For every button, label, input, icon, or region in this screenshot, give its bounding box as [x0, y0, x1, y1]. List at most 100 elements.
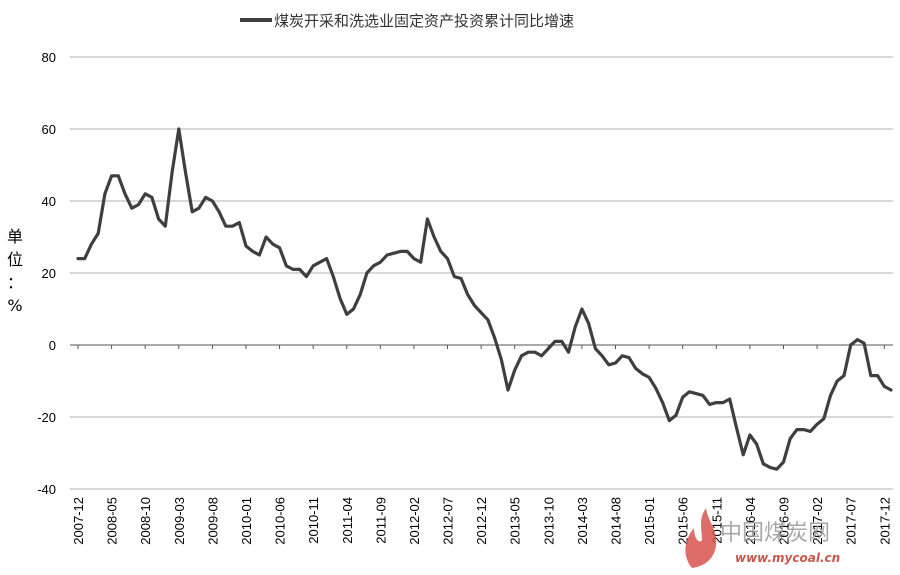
data-point: [278, 246, 281, 249]
x-tick-label: 2011-09: [373, 497, 388, 544]
data-point: [432, 235, 436, 239]
data-points: [76, 127, 893, 471]
data-point: [170, 171, 174, 174]
data-point: [76, 257, 80, 260]
data-point: [325, 257, 328, 260]
data-point: [264, 235, 268, 239]
data-point: [123, 192, 127, 195]
x-tick-label: 2012-12: [474, 497, 489, 545]
data-point: [298, 268, 301, 271]
data-point: [164, 225, 167, 228]
data-point: [862, 342, 866, 345]
x-tick-label: 2014-08: [609, 497, 624, 545]
x-tick-label: 2017-07: [844, 497, 859, 545]
data-point: [500, 358, 503, 361]
x-tick-label: 2007-12: [71, 497, 86, 545]
data-point: [735, 426, 738, 429]
data-point: [768, 466, 772, 469]
data-point: [701, 394, 705, 397]
data-point: [365, 271, 369, 275]
data-point: [211, 199, 214, 203]
data-point: [762, 462, 765, 465]
x-tick-label: 2012-07: [441, 497, 456, 545]
x-tick-label: 2015-06: [676, 497, 691, 545]
data-point: [244, 244, 248, 248]
x-tick-marks: [77, 345, 885, 349]
data-point: [815, 423, 819, 426]
data-point: [809, 430, 812, 433]
y-axis-label-char: ：: [7, 273, 23, 292]
data-point: [600, 354, 604, 357]
watermark-text: 中国煤炭网: [720, 521, 830, 546]
y-tick-label: 40: [42, 194, 56, 209]
data-point: [459, 277, 463, 280]
data-point: [627, 356, 631, 359]
data-point: [217, 210, 221, 213]
data-point: [694, 392, 698, 395]
data-point: [742, 453, 745, 456]
data-point: [674, 414, 678, 417]
x-tick-label: 2014-03: [575, 497, 590, 545]
y-axis-label-char: 位: [7, 250, 23, 269]
data-point: [527, 351, 530, 354]
data-point: [708, 403, 711, 406]
series-line: [76, 127, 893, 471]
data-point: [271, 243, 275, 246]
data-point: [506, 388, 510, 392]
data-point: [204, 196, 207, 199]
x-tick-label: 2010-06: [273, 497, 288, 545]
data-point: [789, 437, 792, 440]
gridlines: [70, 56, 893, 490]
data-point: [533, 351, 537, 354]
data-point: [97, 232, 100, 235]
data-point: [332, 275, 335, 278]
legend-label: 煤炭开采和洗选业固定资产投资累计同比增速: [274, 12, 574, 30]
data-point: [876, 374, 879, 377]
data-point: [412, 257, 416, 260]
data-point: [231, 225, 234, 228]
data-point: [157, 217, 160, 221]
data-point: [184, 171, 187, 174]
data-point: [513, 369, 516, 372]
y-axis-label: 单位 ：%: [7, 227, 23, 315]
x-tick-labels: 2007-12 2008-05 2008-10 2009-03 2009-08 2010-…: [71, 497, 892, 545]
data-point: [251, 250, 254, 253]
data-point: [385, 253, 389, 257]
data-point: [177, 127, 180, 131]
legend: 煤炭开采和洗选业固定资产投资累计同比增速: [240, 12, 574, 30]
data-point: [352, 307, 355, 311]
x-tick-label: 2017-02: [810, 497, 825, 545]
data-point: [291, 268, 295, 271]
data-point: [520, 354, 523, 357]
data-point: [392, 252, 395, 255]
data-point: [842, 374, 846, 377]
data-point: [419, 261, 422, 264]
data-point: [305, 275, 308, 278]
data-point: [668, 419, 671, 422]
y-tick-label: -40: [37, 482, 56, 497]
data-point: [580, 307, 584, 311]
data-point: [621, 354, 624, 357]
data-point: [654, 387, 657, 390]
data-point: [318, 261, 322, 264]
x-tick-label: 2008-10: [138, 497, 153, 545]
data-point: [103, 192, 107, 195]
data-point: [150, 196, 154, 199]
data-point: [359, 293, 362, 296]
data-point: [338, 297, 342, 300]
data-point: [594, 347, 597, 350]
watermark-url: www.mycoal.cn: [735, 551, 840, 565]
x-tick-label: 2009-08: [205, 497, 220, 545]
data-point: [83, 257, 86, 260]
data-point: [748, 433, 752, 437]
data-point: [446, 257, 449, 260]
data-point: [399, 250, 402, 253]
data-point: [607, 363, 610, 366]
x-tick-label: 2009-03: [172, 497, 187, 545]
data-point: [567, 351, 570, 354]
y-tick-label: 0: [49, 338, 56, 353]
data-point: [883, 385, 886, 388]
data-point: [587, 322, 590, 325]
data-point: [312, 264, 315, 267]
